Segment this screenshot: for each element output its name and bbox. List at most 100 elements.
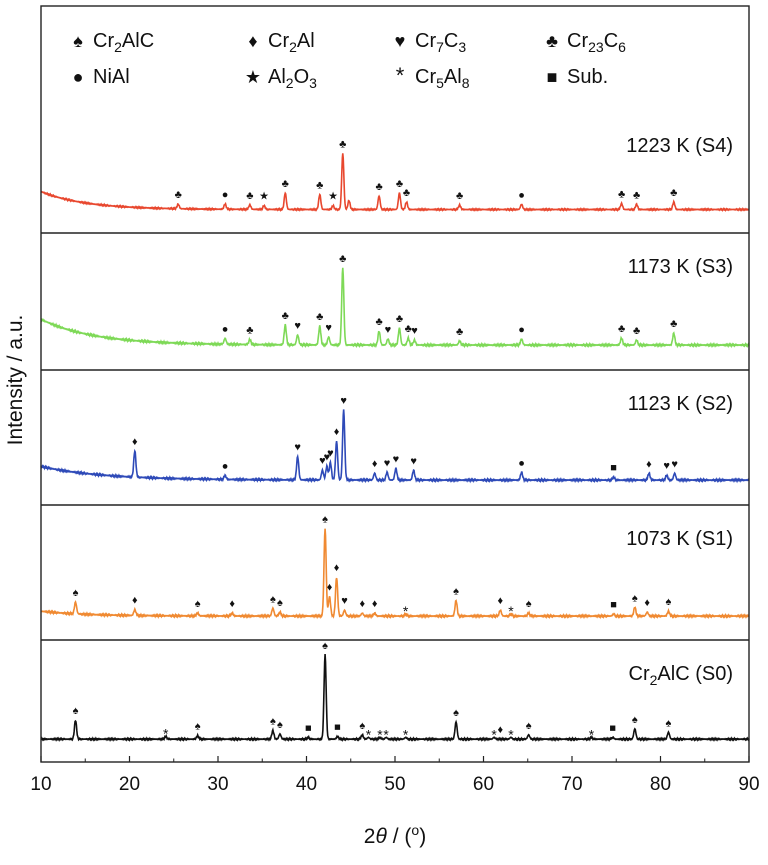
peak-marker: ♦ [644, 597, 650, 609]
x-axis: 10 20 30 40 50 60 70 80 90 2θ / (o) [30, 756, 760, 848]
trace-line-3 [40, 528, 750, 620]
x-label-symbol: θ [375, 825, 387, 848]
panel-2: ♦●♥♥♥♥♦♥♦ ♥ ♥ ♥ ● ■ ♦ ♥ ♥1123 K (S2) [40, 393, 750, 484]
legend-label-1: Cr2Al [268, 30, 315, 55]
peak-marker: ■ [610, 599, 617, 611]
legend-label-base: Cr [268, 30, 289, 52]
legend-label-sub2: 8 [462, 75, 470, 91]
panels: ♣ ● ♣ ★♣ ♣★♣♣ ♣♣ ♣ ● ♣ ♣ ♣1223 K (S4)● ♣♣♥♣♥♣♣♥♣♣ ♥ ♣… [40, 135, 750, 743]
peak-marker: ■ [334, 722, 341, 734]
panel-0: ♣ ● ♣ ★♣ ♣★♣♣ ♣♣ ♣ ● ♣ ♣ ♣1223 K (S4) [40, 135, 750, 213]
x-tick-label-4: 50 [384, 774, 405, 795]
peak-marker: ♣ [316, 180, 323, 192]
legend-label-rest: C [604, 30, 618, 52]
trace-line-4 [40, 654, 750, 743]
x-axis-label: 2θ / (o) [364, 822, 426, 848]
series-label-base: Cr [629, 663, 650, 685]
peak-marker: ♦ [359, 598, 365, 610]
peak-marker: ♦ [372, 458, 378, 470]
peak-marker: ♥ [341, 595, 348, 607]
peak-marker: ♣ [396, 178, 403, 190]
peak-marker: ♥ [324, 451, 331, 463]
x-label-unit: o [411, 822, 419, 838]
legend-symbol-3: ♣ [546, 31, 558, 51]
peak-marker: ■ [609, 722, 616, 734]
peak-marker: * [377, 726, 383, 742]
series-label-base: 1123 K (S2) [628, 393, 733, 415]
peak-marker: * [508, 603, 514, 619]
legend-symbol-2: ♥ [395, 31, 406, 51]
x-tick-label-3: 40 [296, 774, 317, 795]
peak-marker: ♠ [270, 716, 276, 728]
peak-marker: ● [222, 189, 229, 201]
x-tick-label-7: 80 [650, 774, 671, 795]
peak-marker: ♣ [405, 323, 412, 335]
peak-marker: ♣ [339, 138, 346, 150]
peak-marker: * [508, 726, 514, 742]
x-label-prefix: 2 [364, 825, 376, 848]
series-label-0: 1223 K (S4) [626, 135, 733, 157]
peak-marker: ♠ [322, 640, 328, 652]
peak-marker: ♣ [456, 190, 463, 202]
series-label-base: 1173 K (S3) [628, 256, 733, 278]
peak-marker: ● [222, 323, 229, 335]
peak-marker: ♠ [73, 705, 79, 717]
peak-marker: ♦ [498, 595, 504, 607]
legend: ♠ Cr2AlC ♦ Cr2Al ♥ Cr7C3 ♣ Cr23C6● NiAl ★ Al2O3 * Cr… [73, 30, 627, 91]
legend-label-0: Cr2AlC [93, 30, 154, 55]
legend-symbol-7: ■ [547, 67, 558, 87]
peak-marker: * [366, 726, 372, 742]
panel-4: ♠* ♠ ♠ ♠ ■♠■ ♠* * * *♠* ♦ *♠* ■♠ ♠Cr2AlC (S0) [40, 640, 750, 743]
x-tick-label-6: 70 [561, 774, 582, 795]
legend-label-3: Cr23C6 [567, 30, 626, 55]
x-tick-label-5: 60 [473, 774, 494, 795]
peak-marker: ♠ [195, 721, 201, 733]
peak-marker: ♠ [526, 720, 532, 732]
legend-label-rest: AlC [122, 30, 154, 52]
peak-marker: ♠ [359, 720, 365, 732]
series-label-sub: 2 [650, 672, 658, 688]
peak-marker: ♣ [618, 189, 625, 201]
legend-label-base: Sub. [567, 66, 608, 88]
legend-label-base: Cr [93, 30, 114, 52]
peak-marker: ♦ [334, 426, 340, 438]
panel-1: ● ♣♣♥♣♥♣♣♥♣♣ ♥ ♣ ● ♣ ♣♣1173 K (S3) [40, 253, 750, 349]
legend-label-sub2: 3 [309, 75, 317, 91]
legend-symbol-0: ♠ [73, 31, 83, 51]
peak-marker: ♠ [526, 598, 532, 610]
legend-label-base: Cr [567, 30, 588, 52]
peak-marker: ♣ [316, 311, 323, 323]
peak-marker: ♠ [632, 714, 638, 726]
legend-label-5: Al2O3 [268, 66, 317, 91]
series-label-3: 1073 K (S1) [626, 528, 733, 550]
peak-marker: ♣ [633, 325, 640, 337]
x-tick-label-8: 90 [738, 774, 759, 795]
peak-marker: ♥ [294, 442, 301, 454]
legend-label-4: NiAl [93, 66, 130, 88]
peak-marker: ♣ [403, 187, 410, 199]
peak-marker: ♥ [411, 325, 418, 337]
legend-label-sub2: 3 [458, 39, 466, 55]
peak-marker: ♠ [632, 592, 638, 604]
legend-label-sub1: 23 [588, 39, 604, 55]
peak-marker: * [383, 726, 389, 742]
peak-marker: ♠ [195, 598, 201, 610]
peak-marker: ♠ [453, 586, 459, 598]
legend-label-rest: Al [444, 66, 462, 88]
legend-label-7: Sub. [567, 66, 608, 88]
peak-marker: ♣ [670, 318, 677, 330]
x-tick-label-0: 10 [30, 774, 51, 795]
peak-marker: ■ [610, 462, 617, 474]
peak-marker: ♥ [327, 447, 334, 459]
peak-marker: ♣ [375, 181, 382, 193]
peak-marker: * [491, 726, 497, 742]
peak-marker: ♠ [277, 597, 283, 609]
x-label-unit-open: / ( [387, 825, 412, 848]
y-axis: Intensity / a.u. [4, 315, 27, 446]
trace-line-2 [40, 409, 750, 484]
legend-label-rest: O [294, 66, 310, 88]
peak-marker: ♦ [132, 595, 138, 607]
legend-label-base: Cr [415, 30, 436, 52]
legend-label-sub1: 7 [436, 39, 444, 55]
